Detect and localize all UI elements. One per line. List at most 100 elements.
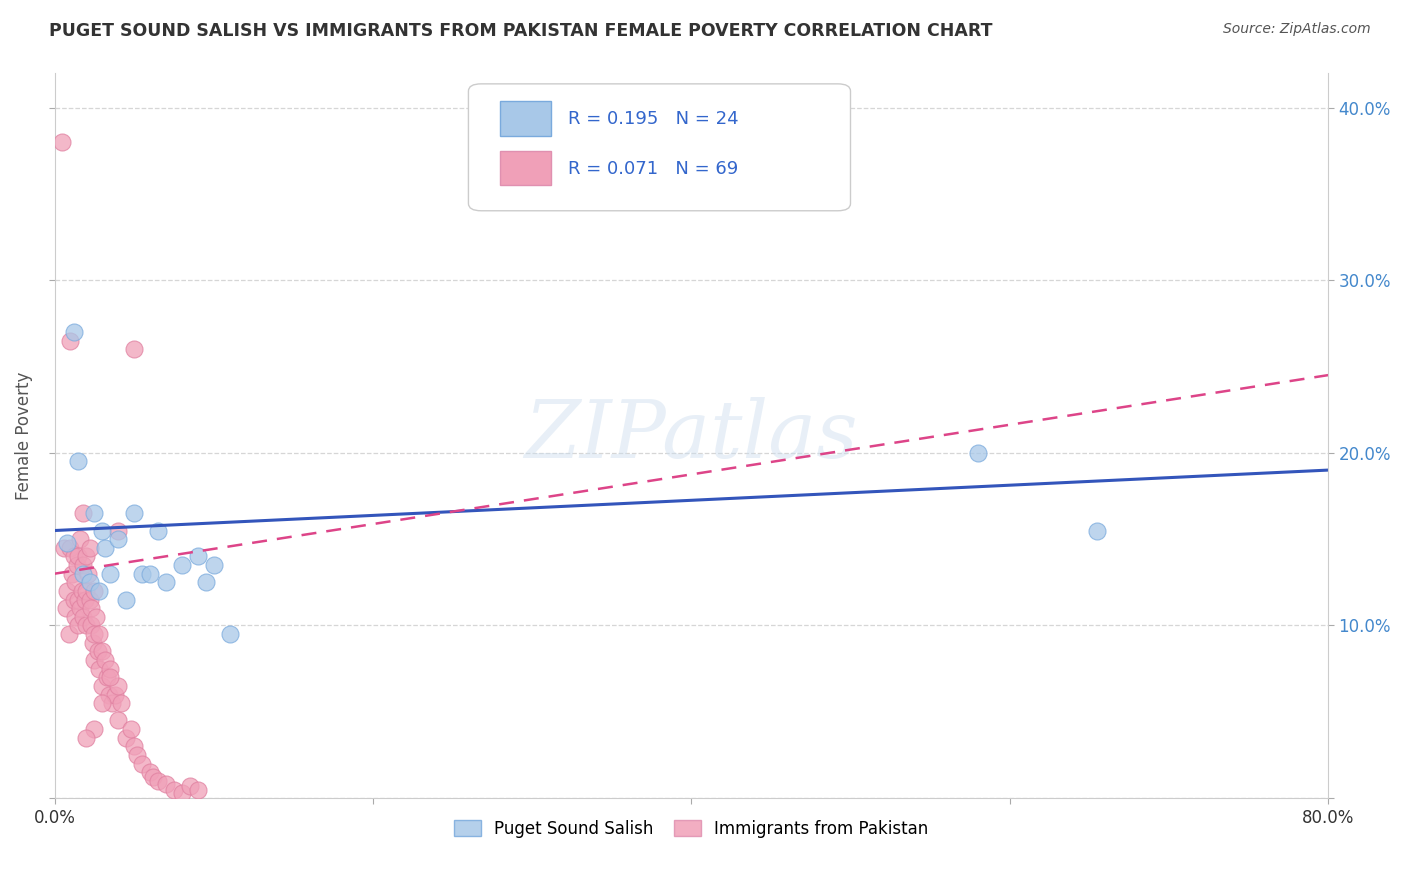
Point bbox=[187, 782, 209, 797]
Point bbox=[179, 779, 201, 793]
Point bbox=[72, 566, 94, 581]
FancyBboxPatch shape bbox=[501, 102, 551, 136]
Point bbox=[155, 575, 177, 590]
Legend: Puget Sound Salish, Immigrants from Pakistan: Puget Sound Salish, Immigrants from Paki… bbox=[449, 813, 935, 844]
Point bbox=[58, 627, 80, 641]
Point bbox=[146, 773, 169, 788]
Point bbox=[69, 601, 91, 615]
Point bbox=[187, 549, 209, 564]
Point bbox=[56, 584, 79, 599]
Point bbox=[75, 731, 97, 745]
Point bbox=[83, 627, 105, 641]
Point bbox=[194, 575, 217, 590]
Point bbox=[87, 662, 110, 676]
Point bbox=[55, 601, 77, 615]
Point bbox=[96, 670, 118, 684]
Point bbox=[65, 610, 87, 624]
Point bbox=[122, 343, 145, 357]
Point bbox=[104, 688, 127, 702]
Point bbox=[59, 334, 82, 348]
Text: R = 0.195   N = 24: R = 0.195 N = 24 bbox=[568, 110, 738, 128]
Point bbox=[139, 765, 162, 780]
Point bbox=[97, 688, 120, 702]
Point bbox=[79, 541, 101, 555]
Point bbox=[84, 610, 107, 624]
Point bbox=[98, 566, 121, 581]
Point bbox=[115, 731, 138, 745]
Point bbox=[62, 592, 84, 607]
Point bbox=[122, 739, 145, 754]
Point bbox=[72, 506, 94, 520]
Point bbox=[98, 662, 121, 676]
Point bbox=[107, 714, 129, 728]
Point bbox=[73, 592, 96, 607]
Point bbox=[127, 747, 149, 762]
Point bbox=[79, 575, 101, 590]
Point bbox=[107, 524, 129, 538]
Point bbox=[1085, 524, 1108, 538]
Point bbox=[79, 592, 101, 607]
FancyBboxPatch shape bbox=[468, 84, 851, 211]
Point bbox=[72, 558, 94, 572]
Point bbox=[91, 696, 114, 710]
Point bbox=[146, 524, 169, 538]
Point bbox=[107, 532, 129, 546]
Point bbox=[120, 722, 142, 736]
Point bbox=[87, 584, 110, 599]
Point bbox=[62, 549, 84, 564]
Point bbox=[66, 558, 89, 572]
Point bbox=[87, 627, 110, 641]
Point bbox=[65, 575, 87, 590]
Text: PUGET SOUND SALISH VS IMMIGRANTS FROM PAKISTAN FEMALE POVERTY CORRELATION CHART: PUGET SOUND SALISH VS IMMIGRANTS FROM PA… bbox=[49, 22, 993, 40]
Point bbox=[70, 584, 93, 599]
Point bbox=[67, 454, 90, 468]
Point bbox=[83, 653, 105, 667]
Point bbox=[94, 541, 117, 555]
Point bbox=[80, 601, 103, 615]
Text: ZIPatlas: ZIPatlas bbox=[524, 397, 858, 475]
Point bbox=[94, 653, 117, 667]
Point bbox=[218, 627, 240, 641]
Point bbox=[110, 696, 132, 710]
Point bbox=[53, 541, 76, 555]
Point bbox=[80, 618, 103, 632]
Point bbox=[83, 506, 105, 520]
Point bbox=[75, 549, 97, 564]
Point bbox=[101, 696, 124, 710]
Point bbox=[75, 618, 97, 632]
Point bbox=[69, 532, 91, 546]
Point bbox=[98, 670, 121, 684]
Point bbox=[139, 566, 162, 581]
Point bbox=[142, 771, 165, 785]
Point bbox=[86, 644, 108, 658]
Point bbox=[170, 786, 193, 800]
Point bbox=[91, 524, 114, 538]
Y-axis label: Female Poverty: Female Poverty bbox=[15, 371, 32, 500]
Point bbox=[107, 679, 129, 693]
Point bbox=[67, 592, 90, 607]
Point bbox=[170, 558, 193, 572]
Point bbox=[202, 558, 225, 572]
Point bbox=[83, 722, 105, 736]
Text: R = 0.071   N = 69: R = 0.071 N = 69 bbox=[568, 160, 738, 178]
Point bbox=[91, 679, 114, 693]
Point bbox=[59, 541, 82, 555]
Point bbox=[83, 584, 105, 599]
Point bbox=[62, 325, 84, 339]
Point bbox=[60, 566, 83, 581]
FancyBboxPatch shape bbox=[501, 151, 551, 186]
Point bbox=[56, 535, 79, 549]
Point bbox=[91, 644, 114, 658]
Point bbox=[82, 636, 104, 650]
Point bbox=[75, 584, 97, 599]
Point bbox=[163, 782, 186, 797]
Point bbox=[72, 610, 94, 624]
Text: Source: ZipAtlas.com: Source: ZipAtlas.com bbox=[1223, 22, 1371, 37]
Point bbox=[966, 446, 988, 460]
Point bbox=[115, 592, 138, 607]
Point bbox=[122, 506, 145, 520]
Point bbox=[51, 135, 73, 149]
Point bbox=[67, 549, 90, 564]
Point bbox=[155, 777, 177, 791]
Point bbox=[67, 618, 90, 632]
